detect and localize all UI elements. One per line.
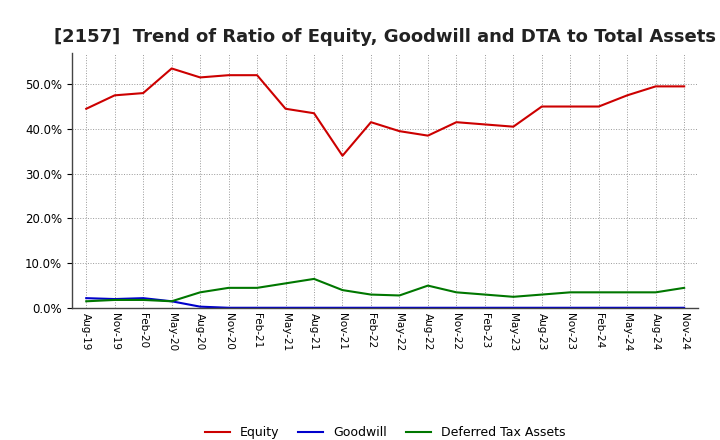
Goodwill [595,305,603,310]
Goodwill [566,305,575,310]
Deferred Tax Assets [595,290,603,295]
Equity [196,75,204,80]
Equity [167,66,176,71]
Goodwill [480,305,489,310]
Goodwill [509,305,518,310]
Deferred Tax Assets [652,290,660,295]
Equity [82,106,91,111]
Deferred Tax Assets [139,297,148,303]
Equity [480,122,489,127]
Goodwill [82,296,91,301]
Goodwill [110,297,119,302]
Equity [537,104,546,109]
Goodwill [366,305,375,310]
Goodwill [537,305,546,310]
Line: Deferred Tax Assets: Deferred Tax Assets [86,279,684,301]
Equity [395,128,404,134]
Deferred Tax Assets [196,290,204,295]
Equity [139,91,148,96]
Deferred Tax Assets [452,290,461,295]
Equity [423,133,432,138]
Equity [566,104,575,109]
Equity [652,84,660,89]
Deferred Tax Assets [253,285,261,290]
Deferred Tax Assets [623,290,631,295]
Goodwill [395,305,404,310]
Deferred Tax Assets [82,299,91,304]
Goodwill [253,305,261,310]
Deferred Tax Assets [566,290,575,295]
Deferred Tax Assets [282,281,290,286]
Equity [509,124,518,129]
Deferred Tax Assets [537,292,546,297]
Goodwill [652,305,660,310]
Deferred Tax Assets [480,292,489,297]
Deferred Tax Assets [395,293,404,298]
Goodwill [282,305,290,310]
Deferred Tax Assets [338,287,347,293]
Deferred Tax Assets [110,297,119,303]
Deferred Tax Assets [225,285,233,290]
Goodwill [623,305,631,310]
Deferred Tax Assets [310,276,318,282]
Equity [680,84,688,89]
Goodwill [423,305,432,310]
Equity [110,93,119,98]
Equity [253,73,261,78]
Equity [366,120,375,125]
Title: [2157]  Trend of Ratio of Equity, Goodwill and DTA to Total Assets: [2157] Trend of Ratio of Equity, Goodwil… [54,28,716,46]
Equity [282,106,290,111]
Equity [595,104,603,109]
Equity [338,153,347,158]
Goodwill [167,299,176,304]
Deferred Tax Assets [167,299,176,304]
Equity [452,120,461,125]
Goodwill [452,305,461,310]
Line: Equity: Equity [86,69,684,156]
Goodwill [139,296,148,301]
Deferred Tax Assets [423,283,432,288]
Equity [225,73,233,78]
Deferred Tax Assets [509,294,518,300]
Goodwill [196,304,204,309]
Legend: Equity, Goodwill, Deferred Tax Assets: Equity, Goodwill, Deferred Tax Assets [200,422,570,440]
Goodwill [310,305,318,310]
Equity [623,93,631,98]
Goodwill [680,305,688,310]
Goodwill [338,305,347,310]
Deferred Tax Assets [366,292,375,297]
Goodwill [225,305,233,310]
Line: Goodwill: Goodwill [86,298,684,308]
Deferred Tax Assets [680,285,688,290]
Equity [310,110,318,116]
